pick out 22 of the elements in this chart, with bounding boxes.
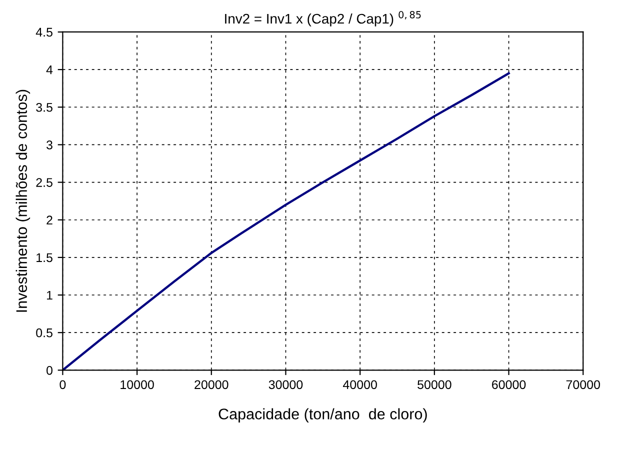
x-tick-label: 40000 (342, 380, 377, 390)
x-tick-label: 0 (60, 380, 66, 390)
y-tick-label: 0.5 (36, 328, 52, 338)
x-tick-label: 50000 (418, 380, 452, 390)
line-series (62, 72, 510, 370)
x-tick-label: 20000 (194, 380, 228, 390)
y-tick-label: 1 (46, 290, 52, 300)
y-tick-label: 3 (46, 140, 52, 150)
y-tick-label: 3.5 (36, 102, 52, 112)
y-tick-label: 4 (46, 65, 53, 74)
y-tick-label: 2 (46, 216, 52, 224)
chart-title: Inv2 = Inv1 x (Cap2 / Cap1) $^{0,85}$ (225, 11, 421, 26)
y-tick-label: 2.5 (36, 178, 52, 187)
y-tick-label: 0 (46, 366, 52, 375)
y-tick-label: 1.5 (36, 253, 52, 262)
x-tick-label: 70000 (566, 380, 600, 390)
y-axis-title: Investimento (milhões de contos) (16, 90, 30, 312)
x-tick-label: 10000 (120, 380, 154, 390)
y-tick-label: 4.5 (36, 28, 52, 37)
x-tick-label: 30000 (268, 380, 303, 390)
x-axis-title: Capacidade (ton/ano de cloro) (218, 408, 427, 422)
x-tick-label: 60000 (492, 380, 526, 390)
